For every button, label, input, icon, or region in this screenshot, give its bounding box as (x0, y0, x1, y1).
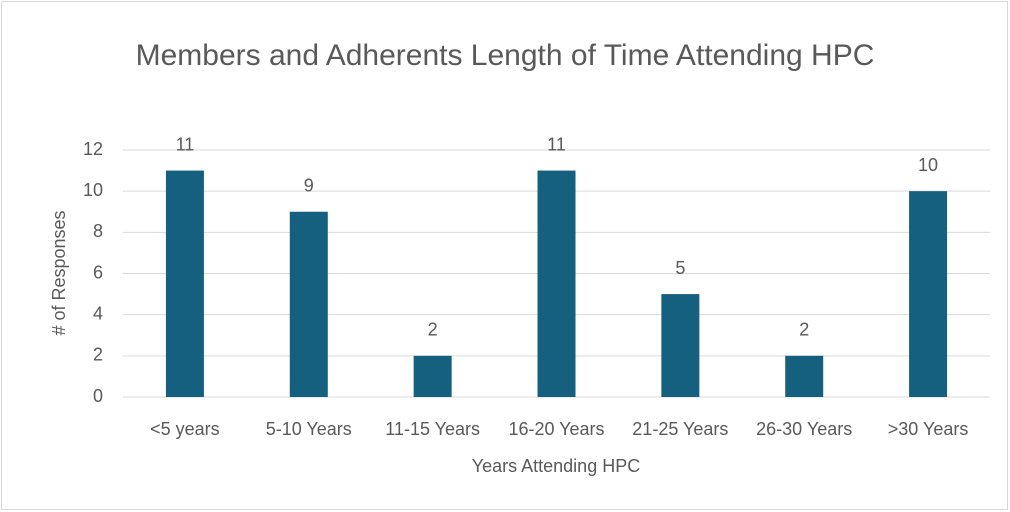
data-label: 2 (799, 320, 809, 340)
data-label: 5 (675, 258, 685, 278)
data-label: 11 (176, 134, 195, 154)
bar (537, 170, 576, 397)
bar (289, 211, 328, 397)
bar (165, 170, 204, 397)
bar (909, 191, 948, 397)
y-tick-label: 2 (93, 345, 103, 365)
data-label: 9 (304, 176, 314, 196)
x-axis-label: Years Attending HPC (472, 456, 640, 476)
x-tick-label: <5 years (150, 419, 220, 439)
y-tick-label: 10 (83, 180, 103, 200)
y-tick-label: 6 (93, 262, 103, 282)
data-label: 2 (428, 320, 438, 340)
x-tick-label: 21-25 Years (632, 419, 728, 439)
y-tick-label: 4 (93, 303, 103, 323)
x-tick-label: 16-20 Years (508, 419, 604, 439)
y-tick-label: 0 (93, 386, 103, 406)
x-tick-label: 5-10 Years (266, 419, 352, 439)
y-tick-label: 8 (93, 221, 103, 241)
bar (785, 355, 824, 397)
y-tick-label: 12 (83, 139, 103, 159)
data-label: 11 (547, 134, 566, 154)
x-tick-label: 26-30 Years (756, 419, 852, 439)
y-axis-label: # of Responses (49, 210, 69, 335)
x-tick-label: >30 Years (888, 419, 969, 439)
bar (413, 355, 452, 397)
chart-title: Members and Adherents Length of Time Att… (135, 39, 875, 72)
data-label: 10 (918, 155, 938, 175)
bar (661, 294, 700, 397)
x-tick-label: 11-15 Years (385, 419, 480, 439)
